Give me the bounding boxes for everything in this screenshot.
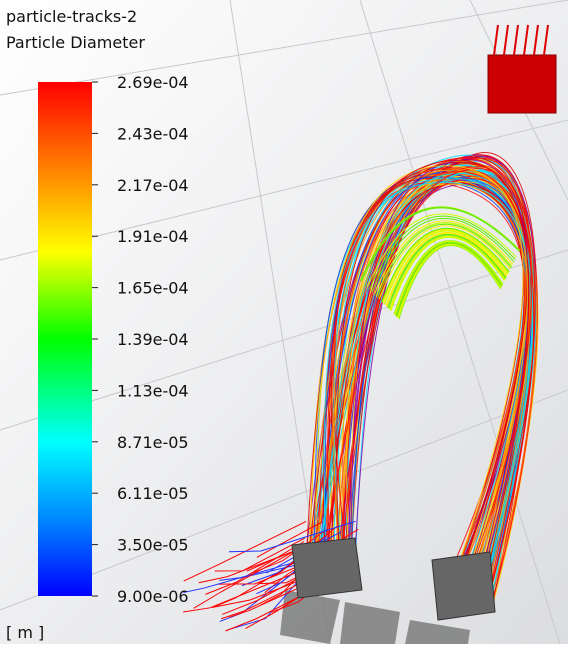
page: particle-tracks-2 Particle Diameter [ m … bbox=[0, 0, 568, 644]
viewport: particle-tracks-2 Particle Diameter [ m … bbox=[0, 0, 568, 644]
tick-label: 9.00e-06 bbox=[117, 587, 189, 606]
tick-label: 3.50e-05 bbox=[117, 536, 189, 555]
tick-label: 1.91e-04 bbox=[117, 227, 189, 246]
tick-label: 6.11e-05 bbox=[117, 484, 189, 503]
tick-label: 2.43e-04 bbox=[117, 124, 189, 143]
tick-label: 8.71e-05 bbox=[117, 433, 189, 452]
color-bar bbox=[38, 82, 92, 596]
tick-label: 1.65e-04 bbox=[117, 279, 189, 298]
legend-subtitle: Particle Diameter bbox=[6, 33, 145, 52]
legend-unit: [ m ] bbox=[6, 623, 44, 642]
legend-title: particle-tracks-2 bbox=[6, 7, 137, 26]
tick-label: 1.13e-04 bbox=[117, 381, 189, 400]
tick-label: 2.69e-04 bbox=[117, 73, 189, 92]
tick-label: 2.17e-04 bbox=[117, 176, 189, 195]
tick-label: 1.39e-04 bbox=[117, 330, 189, 349]
